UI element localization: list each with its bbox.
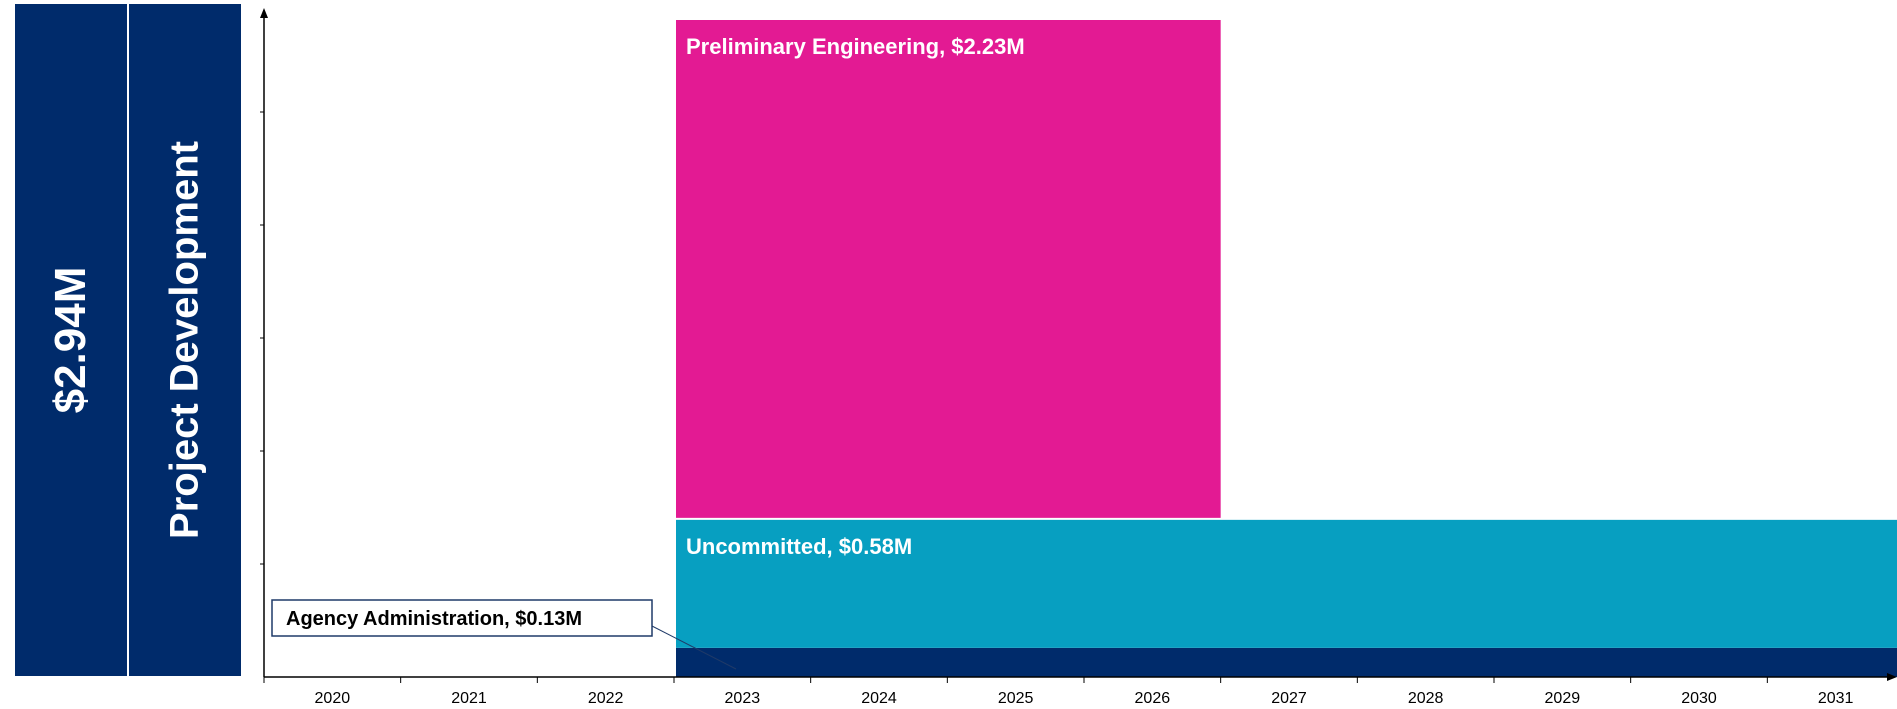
x-tick-label-2026: 2026 [1135, 690, 1171, 707]
x-tick-label-2031: 2031 [1818, 690, 1854, 707]
total-amount-panel: $2.94M [15, 4, 127, 676]
bar-labels-layer: Agency Administration, $0.13M Uncommitted… [271, 34, 1025, 670]
x-tick-label-2030: 2030 [1681, 690, 1717, 707]
bars-layer [676, 20, 1897, 677]
x-tick-label-2028: 2028 [1408, 690, 1444, 707]
x-tick-label-2027: 2027 [1271, 690, 1307, 707]
bar-agency-administration [676, 647, 1897, 677]
bar-label-uncommitted: Uncommitted, $0.58M [686, 534, 912, 559]
bar-label-agency-administration: Agency Administration, $0.13M [286, 608, 582, 630]
y-axis-arrow [260, 8, 268, 18]
x-tick-label-2021: 2021 [451, 690, 487, 707]
x-tick-label-2022: 2022 [588, 690, 624, 707]
bar-uncommitted [676, 519, 1897, 648]
x-ticks-layer: 2020 2021 2022 2023 2024 2025 2026 2027 2028 2029… [263, 677, 1854, 707]
x-axis-arrow [1887, 673, 1897, 681]
callout-box-agency-administration [271, 599, 653, 637]
bar-preliminary-engineering [676, 20, 1221, 518]
x-tick-label-2024: 2024 [861, 690, 897, 707]
bar-label-preliminary-engineering: Preliminary Engineering, $2.23M [686, 34, 1025, 59]
x-tick-label-2029: 2029 [1545, 690, 1581, 707]
axes-layer [260, 8, 1897, 681]
category-panel: Project Development [129, 4, 241, 676]
callout-leader-agency-administration [651, 625, 737, 670]
x-tick-label-2025: 2025 [998, 690, 1034, 707]
x-tick-label-2023: 2023 [725, 690, 761, 707]
x-tick-label-2020: 2020 [315, 690, 351, 707]
